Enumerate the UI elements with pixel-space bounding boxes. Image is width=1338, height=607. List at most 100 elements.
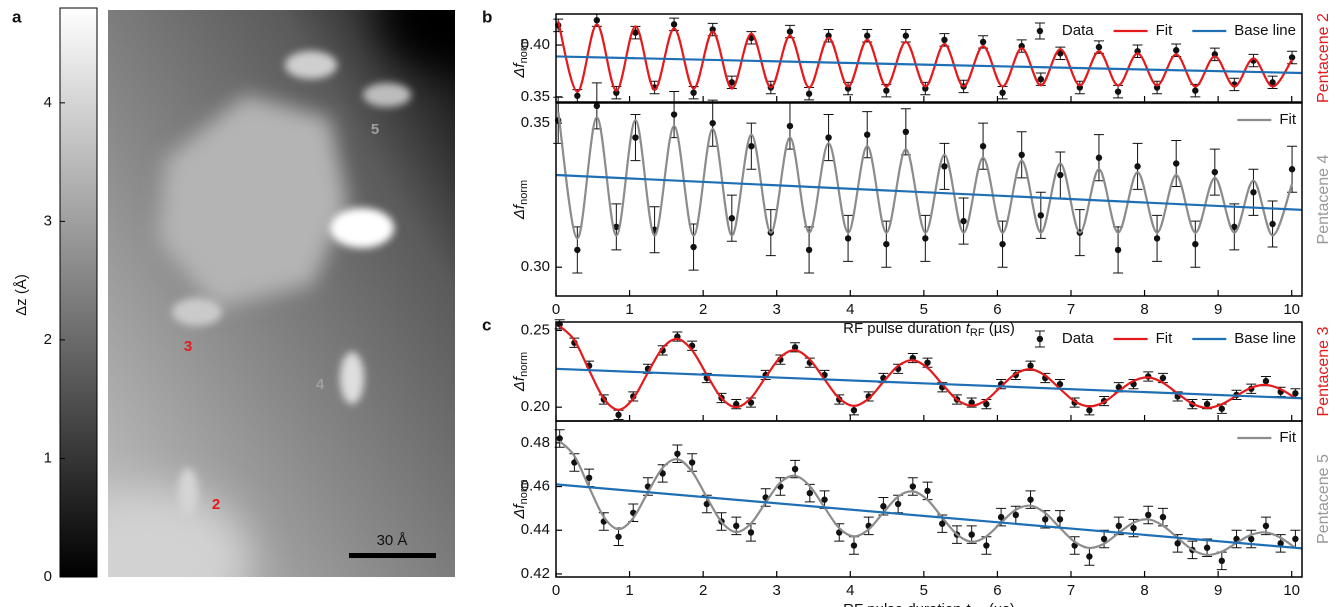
- y-label-main: Δf: [511, 503, 528, 520]
- data-point: [613, 223, 620, 231]
- data-point: [728, 79, 736, 86]
- y-label-sub: norm: [518, 180, 530, 205]
- y-axis-label: Δfnorm: [511, 352, 530, 392]
- terrace: [108, 490, 250, 577]
- data-point: [1159, 513, 1167, 521]
- side-label: Pentacene 2: [1315, 13, 1332, 103]
- data-point: [1277, 540, 1284, 547]
- molecule: [363, 83, 411, 107]
- data-point: [844, 235, 852, 242]
- fit-line: [558, 440, 1297, 557]
- data-point: [983, 400, 990, 408]
- molecule: [178, 468, 198, 516]
- data-point: [999, 240, 1006, 248]
- data-point: [880, 503, 887, 510]
- data-point: [1086, 553, 1093, 560]
- data-point: [1292, 535, 1299, 543]
- x-tick-label: 1: [625, 301, 633, 318]
- data-point: [968, 531, 975, 538]
- data-point: [1288, 54, 1296, 61]
- data-point: [690, 243, 697, 251]
- data-point: [1269, 220, 1276, 228]
- legend-label: Data: [1062, 330, 1094, 347]
- data-point: [1145, 511, 1152, 519]
- x-tick-label: 9: [1214, 301, 1222, 318]
- data-point: [1056, 516, 1064, 523]
- colorbar-tick-label: 1: [44, 449, 52, 466]
- colorbar-label: Δz (Å): [13, 274, 30, 316]
- data-point: [1134, 163, 1141, 170]
- data-point: [1042, 516, 1049, 523]
- colorbar-tick-label: 0: [44, 568, 52, 585]
- data-point: [1095, 154, 1103, 161]
- y-label-sub: norm: [518, 352, 530, 377]
- data-point: [821, 496, 828, 503]
- data-point: [747, 529, 755, 536]
- x-tick-label: 10: [1283, 582, 1300, 599]
- y-tick-label: 0.48: [521, 434, 550, 451]
- data-point: [1153, 235, 1161, 242]
- fit-line: [555, 367, 1303, 400]
- x-tick-label: 6: [993, 582, 1001, 599]
- data-point: [786, 122, 794, 130]
- y-tick-label: 0.35: [521, 114, 550, 131]
- data-point: [690, 89, 697, 96]
- legend-label: Fit: [1279, 111, 1296, 128]
- y-tick-label: 0.42: [521, 565, 550, 582]
- data-point: [632, 29, 639, 36]
- data-point: [999, 89, 1006, 96]
- data-point: [1027, 362, 1034, 369]
- data-point: [733, 400, 740, 408]
- molecule: [330, 208, 394, 248]
- data-point: [1037, 212, 1045, 219]
- data-point: [709, 119, 716, 127]
- side-label: Pentacene 5: [1315, 454, 1332, 544]
- colorbar-tick-label: 2: [44, 331, 52, 348]
- plot-frame: [555, 420, 1303, 578]
- data-point: [1115, 522, 1123, 530]
- x-label-part: RF pulse duration: [843, 320, 966, 337]
- y-label-sub: norm: [518, 479, 530, 504]
- data-point: [733, 522, 740, 530]
- data-point: [979, 143, 987, 150]
- stm-image: [108, 10, 455, 577]
- data-point: [806, 489, 814, 497]
- data-point: [825, 134, 832, 141]
- data-point: [1100, 535, 1108, 543]
- fit-line: [557, 20, 1293, 93]
- data-point: [593, 102, 601, 110]
- panel-label: b: [482, 7, 492, 26]
- fit-line: [555, 483, 1303, 550]
- data-point: [670, 21, 678, 28]
- data-point: [1057, 171, 1064, 179]
- data-point: [1269, 79, 1276, 86]
- x-label-part: RF: [970, 327, 985, 339]
- scale-bar: [349, 553, 436, 558]
- colorbar-tick-label: 3: [44, 212, 52, 229]
- x-axis-label: RF pulse duration tRF (µs): [843, 601, 1015, 607]
- data-point: [850, 542, 858, 549]
- legend-swatch: [1036, 335, 1044, 343]
- molecule: [172, 298, 222, 326]
- data-point: [1114, 88, 1122, 95]
- data-point: [1012, 511, 1020, 519]
- x-tick-label: 10: [1283, 301, 1300, 318]
- data-point: [997, 513, 1005, 521]
- data-point: [1095, 43, 1103, 51]
- plot-frame: [555, 13, 1303, 103]
- legend-label: Fit: [1279, 429, 1296, 446]
- y-label-main: Δf: [511, 62, 528, 79]
- colorbar: [59, 7, 98, 578]
- data-point: [939, 520, 946, 527]
- molecule: [285, 51, 337, 79]
- y-tick-label: 0.44: [521, 521, 550, 538]
- molecule-label: 5: [371, 121, 379, 138]
- data-point: [864, 131, 871, 138]
- legend-label: Fit: [1156, 330, 1173, 347]
- x-tick-label: 7: [1067, 301, 1075, 318]
- data-point: [909, 483, 917, 490]
- data-point: [1174, 540, 1181, 547]
- data-point: [1018, 151, 1025, 159]
- x-label-part: (µs): [985, 320, 1015, 337]
